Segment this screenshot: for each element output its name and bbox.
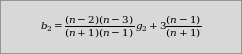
Text: $b_2 = \dfrac{(n-2)(n-3)}{(n+1)(n-1)}\,g_2 + 3\dfrac{(n-1)}{(n+1)}$: $b_2 = \dfrac{(n-2)(n-3)}{(n+1)(n-1)}\,g… (40, 14, 202, 40)
